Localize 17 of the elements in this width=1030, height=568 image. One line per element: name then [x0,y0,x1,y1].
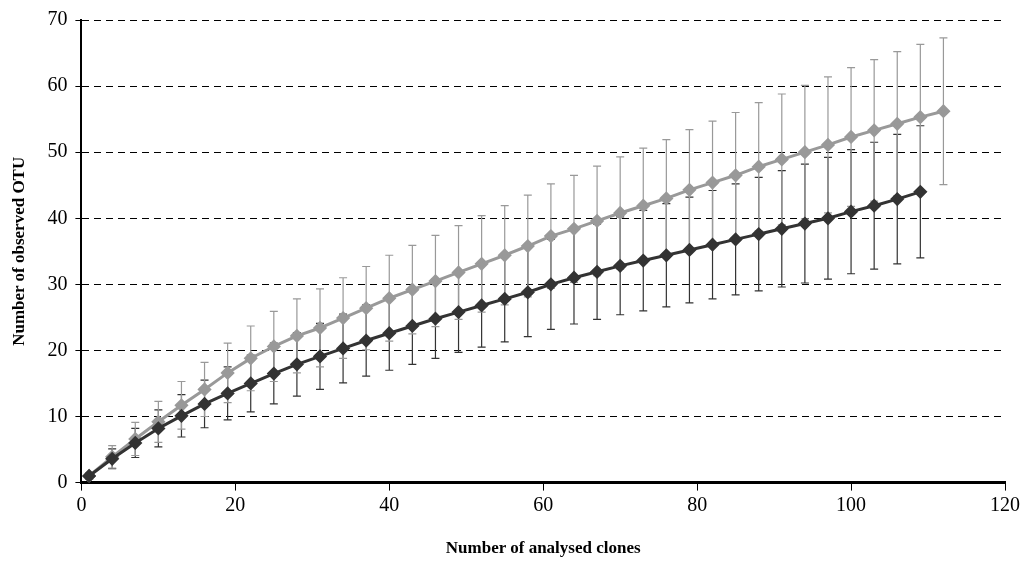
y-tick-label: 10 [47,403,68,426]
x-tick-label: 40 [379,492,400,515]
y-axis-title: Number of observed OTU [8,156,28,346]
y-tick-label: 70 [47,7,68,30]
x-tick-label: 20 [225,492,246,515]
y-tick-label: 50 [47,139,68,162]
x-tick-label: 80 [687,492,708,515]
x-tick-label: 120 [990,492,1020,515]
x-axis-title: Number of analysed clones [445,538,641,558]
y-tick-label: 20 [47,337,68,360]
y-tick-label: 60 [47,73,68,96]
x-tick-label: 100 [836,492,867,515]
x-tick-label: 0 [76,492,87,515]
y-tick-label: 0 [57,469,68,492]
y-tick-label: 30 [47,271,68,294]
x-tick-label: 60 [533,492,554,515]
y-tick-label: 40 [47,205,68,228]
